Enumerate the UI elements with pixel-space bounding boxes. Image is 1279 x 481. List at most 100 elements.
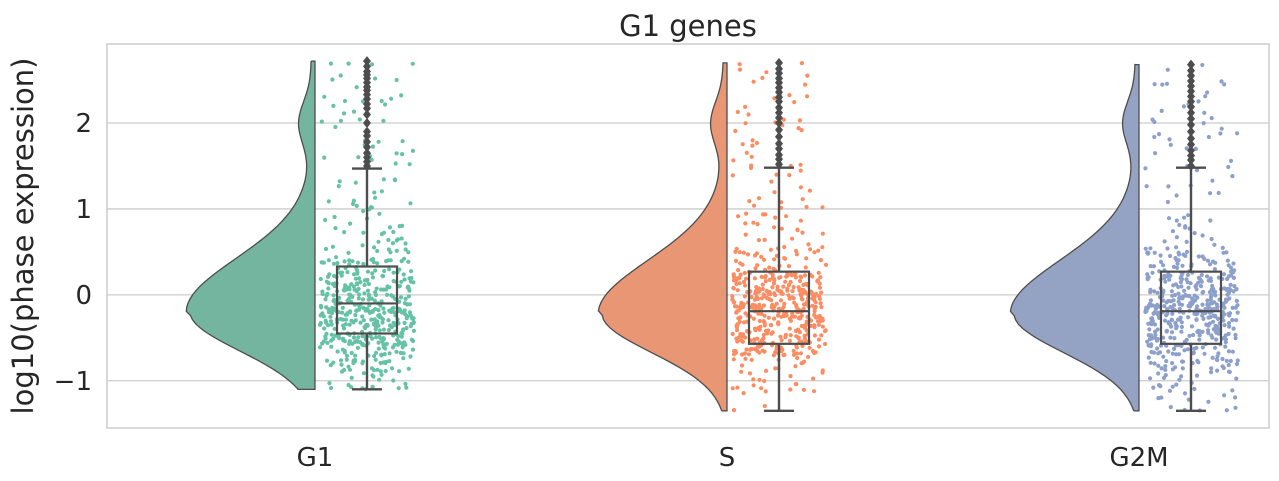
strip-point [392, 310, 397, 315]
strip-point [1186, 315, 1191, 320]
strip-point [813, 315, 818, 320]
strip-point [1148, 264, 1153, 269]
strip-point [1170, 367, 1175, 372]
strip-point [317, 345, 323, 350]
strip-point [1205, 258, 1211, 263]
strip-point [1184, 146, 1189, 151]
strip-point [762, 237, 767, 242]
strip-point [1182, 215, 1187, 220]
strip-point [1152, 310, 1157, 315]
strip-point [1222, 305, 1227, 310]
strip-point [743, 121, 748, 126]
strip-point [330, 281, 335, 287]
strip-point [1144, 305, 1149, 310]
strip-point [1161, 263, 1166, 268]
strip-point [813, 304, 818, 310]
strip-point [1200, 62, 1205, 68]
strip-point [787, 93, 792, 98]
strip-point [804, 204, 809, 210]
strip-point [779, 226, 784, 231]
strip-point [407, 310, 412, 315]
strip-point [733, 249, 738, 254]
outlier-point [1187, 86, 1195, 97]
strip-point [328, 61, 333, 66]
strip-point [1172, 303, 1177, 308]
strip-point [396, 333, 401, 339]
strip-point [1228, 265, 1234, 270]
strip-point [815, 279, 820, 284]
strip-point [799, 61, 805, 66]
strip-point [324, 293, 329, 298]
y-tick-labels: −1 0 1 2 [54, 109, 92, 397]
strip-point [737, 67, 743, 72]
strip-point [366, 293, 371, 298]
strip-point [353, 276, 358, 281]
strip-point [331, 293, 336, 298]
strip-point [802, 323, 807, 328]
strip-point [1189, 324, 1194, 329]
strip-point [326, 286, 331, 291]
strip-point [340, 305, 345, 310]
strip-point [378, 303, 383, 308]
strip-point [1226, 274, 1231, 279]
strip-point [370, 275, 375, 280]
strip-point [1156, 371, 1161, 376]
strip-point [1166, 320, 1171, 325]
strip-point [1222, 312, 1227, 317]
strip-point [1166, 216, 1172, 221]
strip-point [356, 335, 361, 340]
strip-point [760, 286, 765, 292]
strip-point [742, 294, 748, 299]
strip-point [1153, 322, 1158, 327]
strip-point [397, 369, 402, 374]
strip-point [812, 309, 817, 314]
strip-point [757, 302, 762, 307]
strip-point [1178, 280, 1183, 285]
strip-point [347, 287, 352, 292]
strip-point [760, 348, 765, 353]
strip-point [797, 278, 803, 284]
strip-point [1196, 254, 1201, 259]
strip-point [749, 154, 754, 159]
strip-point [321, 339, 326, 344]
strip-point [800, 297, 805, 302]
strip-point [1216, 275, 1221, 280]
strip-point [792, 300, 797, 305]
strip-point [1226, 362, 1231, 368]
strip-point [1203, 94, 1208, 99]
strip-point [793, 364, 798, 369]
strip-point [790, 295, 795, 300]
strip-point [742, 270, 747, 276]
strip-point [377, 211, 382, 216]
strip-point [1220, 245, 1225, 250]
strip-point [735, 328, 740, 333]
strip-point [778, 275, 783, 280]
strip-point [1165, 246, 1170, 251]
outlier-point [1187, 70, 1195, 81]
strip-point [386, 318, 391, 323]
strip-point [1172, 336, 1177, 341]
strip-point [1177, 306, 1182, 311]
strip-point [779, 338, 784, 343]
strip-point [406, 259, 411, 264]
half-violin [597, 62, 728, 412]
strip-point [820, 205, 825, 210]
outlier-point [363, 109, 371, 120]
strip-point [743, 356, 748, 361]
strip-point [792, 100, 797, 105]
outlier-point [363, 142, 371, 153]
strip-point [773, 366, 778, 371]
strip-point [327, 381, 332, 386]
strip-point [404, 385, 409, 390]
strip-point [331, 261, 337, 266]
strip-point [371, 256, 376, 262]
strip-point [403, 381, 408, 386]
strip-point [394, 77, 399, 83]
strip-point [1177, 222, 1182, 228]
strip-point [1159, 395, 1164, 400]
strip-point [786, 264, 792, 269]
strip-point [365, 277, 370, 282]
strip-point [730, 331, 735, 337]
strip-point [744, 211, 749, 216]
strip-point [808, 247, 813, 252]
